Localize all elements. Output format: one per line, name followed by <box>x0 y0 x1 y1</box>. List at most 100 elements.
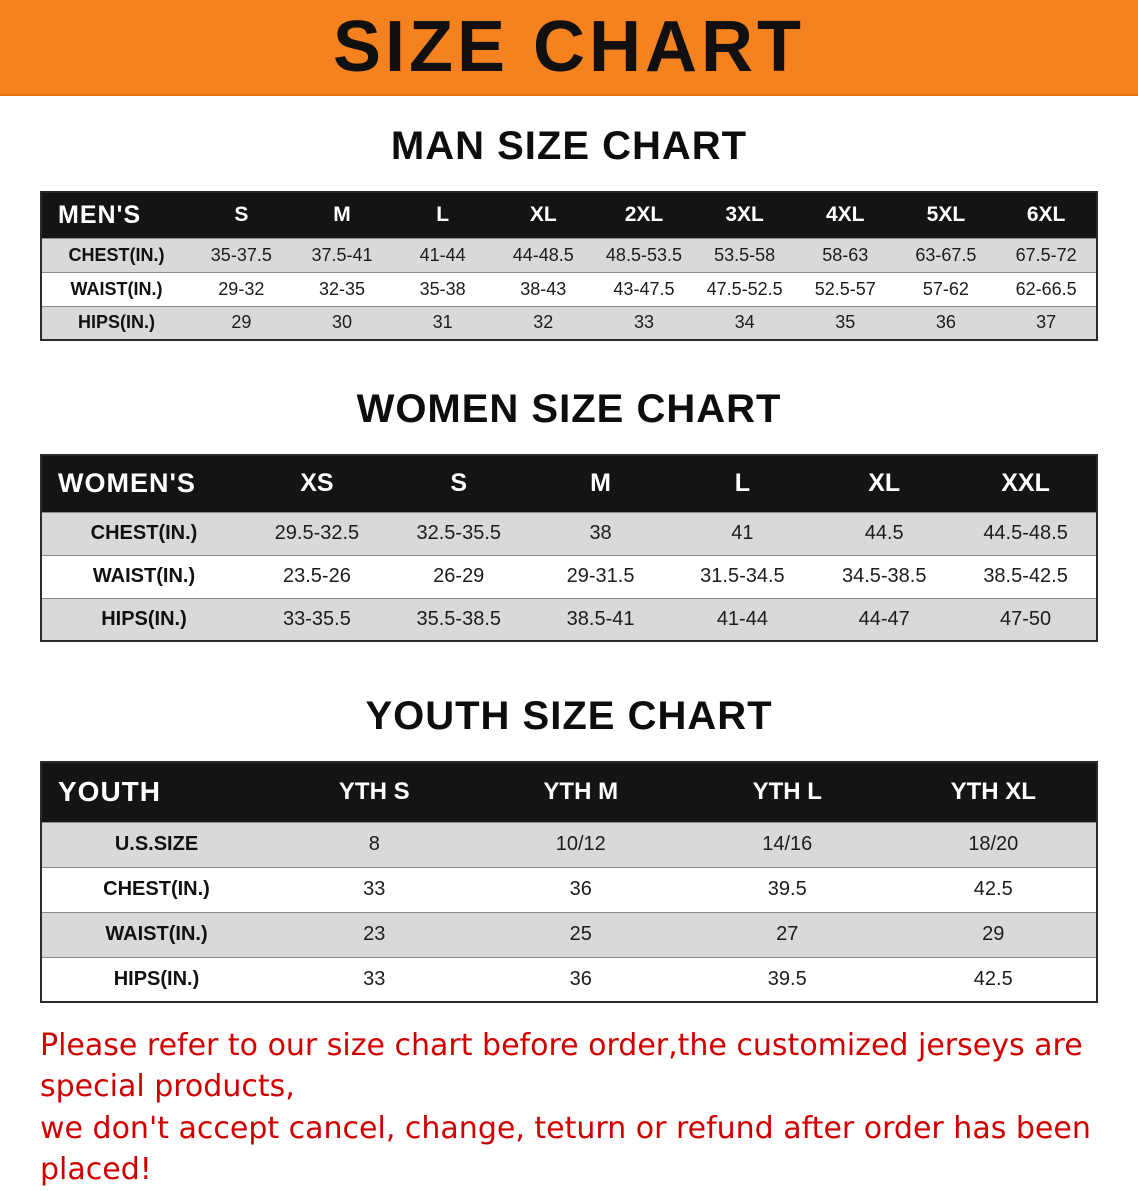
table-header-row: WOMEN'S XS S M L XL XXL <box>41 455 1097 512</box>
table-cell: 35-37.5 <box>210 244 272 265</box>
size-column-header: XL <box>813 455 956 512</box>
table-cell: 44-47 <box>858 607 910 630</box>
table-header-row: YOUTH YTH S YTH M YTH L YTH XL <box>41 762 1097 822</box>
table-row: CHEST(IN.) 29.5-32.5 32.5-35.5 38 41 44.5 44.5… <box>41 512 1097 555</box>
table-cell: 23.5-26 <box>282 565 351 587</box>
size-column-header: XL <box>492 192 594 238</box>
youth-size-chart-heading: YOUTH SIZE CHART <box>365 694 773 738</box>
table-cell: 8 <box>368 833 380 855</box>
size-column-header: 5XL <box>895 192 997 238</box>
row-label: HIPS(IN.) <box>101 607 187 630</box>
row-label: WAIST(IN.) <box>70 278 163 299</box>
table-cell: 47.5-52.5 <box>706 278 783 299</box>
table-cell: 44.5 <box>864 522 904 544</box>
man-size-chart-heading: MAN SIZE CHART <box>390 124 748 168</box>
size-column-header: S <box>191 192 292 238</box>
table-cell: 32 <box>533 312 554 333</box>
table-cell: 58-63 <box>822 244 869 265</box>
size-chart-banner: SIZE CHART <box>0 0 1138 96</box>
table-cell: 63-67.5 <box>915 244 977 265</box>
table-cell: 44-48.5 <box>512 244 574 265</box>
table-cell: 33 <box>633 312 654 333</box>
table-cell: 41 <box>731 522 754 544</box>
table-cell: 32-35 <box>318 278 365 299</box>
size-column-header: S <box>387 455 530 512</box>
table-corner-label: MEN'S <box>41 192 191 238</box>
table-cell: 37 <box>1036 312 1057 333</box>
size-column-header: YTH L <box>684 762 891 822</box>
size-column-header: XS <box>246 455 388 512</box>
table-cell: 33 <box>363 967 386 990</box>
size-column-header: L <box>392 192 493 238</box>
banner-title: SIZE CHART <box>333 7 805 87</box>
table-cell: 29-31.5 <box>566 565 635 587</box>
table-cell: 35.5-38.5 <box>416 607 501 630</box>
table-row: U.S.SIZE 8 10/12 14/16 18/20 <box>41 822 1097 867</box>
youth-size-table: YOUTH YTH S YTH M YTH L YTH XL U.S.SIZE 8 10/12… <box>40 761 1098 1003</box>
table-cell: 26-29 <box>433 565 485 587</box>
row-label: WAIST(IN.) <box>92 565 196 587</box>
table-row: WAIST(IN.) 29-32 32-35 35-38 38-43 43-47.5 47.… <box>41 272 1097 306</box>
row-label: CHEST(IN.) <box>90 522 198 544</box>
size-column-header: YTH S <box>271 762 478 822</box>
table-corner-label: WOMEN'S <box>41 455 246 512</box>
table-cell: 31.5-34.5 <box>700 565 785 587</box>
size-column-header: XXL <box>955 455 1097 512</box>
womens-size-table: WOMEN'S XS S M L XL XXL CHEST(IN.) 29.5-32.5 32.5… <box>40 454 1098 642</box>
table-cell: 41-44 <box>419 244 466 265</box>
row-label: CHEST(IN.) <box>68 244 165 265</box>
table-cell: 38-43 <box>520 278 567 299</box>
table-cell: 36 <box>569 967 592 990</box>
table-cell: 33 <box>363 878 386 900</box>
table-cell: 36 <box>569 878 592 900</box>
table-cell: 62-66.5 <box>1015 278 1077 299</box>
table-row: HIPS(IN.) 33-35.5 35.5-38.5 38.5-41 41-44 44-… <box>41 598 1097 641</box>
table-cell: 37.5-41 <box>311 244 373 265</box>
table-cell: 43-47.5 <box>613 278 675 299</box>
table-cell: 38.5-42.5 <box>983 565 1068 587</box>
size-column-header: L <box>671 455 814 512</box>
row-label: CHEST(IN.) <box>103 878 210 900</box>
table-header-row: MEN'S S M L XL 2XL 3XL 4XL 5XL 6XL <box>41 192 1097 238</box>
table-cell: 34 <box>734 312 755 333</box>
table-cell: 35 <box>835 312 856 333</box>
table-cell: 32.5-35.5 <box>416 522 501 544</box>
table-cell: 42.5 <box>973 967 1013 990</box>
size-column-header: M <box>291 192 393 238</box>
mens-size-table: MEN'S S M L XL 2XL 3XL 4XL 5XL 6XL CHEST(IN.) 35-37… <box>40 191 1098 341</box>
row-label: HIPS(IN.) <box>77 312 155 333</box>
table-cell: 27 <box>776 923 799 945</box>
size-column-header: 6XL <box>996 192 1097 238</box>
table-cell: 41-44 <box>716 607 768 630</box>
table-cell: 33-35.5 <box>282 607 351 630</box>
table-cell: 36 <box>935 312 956 333</box>
women-size-chart-heading: WOMEN SIZE CHART <box>356 387 782 431</box>
table-cell: 48.5-53.5 <box>605 244 682 265</box>
table-cell: 31 <box>432 312 453 333</box>
table-row: HIPS(IN.) 29 30 31 32 33 34 35 36 37 <box>41 306 1097 340</box>
table-cell: 38 <box>589 522 612 544</box>
table-cell: 29.5-32.5 <box>274 522 360 544</box>
table-cell: 53.5-58 <box>714 244 776 265</box>
table-row: CHEST(IN.) 35-37.5 37.5-41 41-44 44-48.5 48.5… <box>41 238 1097 272</box>
table-cell: 42.5 <box>973 878 1013 900</box>
table-cell: 25 <box>569 923 592 945</box>
table-cell: 35-38 <box>419 278 466 299</box>
table-corner-label: YOUTH <box>41 762 271 822</box>
table-cell: 23 <box>363 923 386 945</box>
disclaimer-text: Please refer to our size chart before or… <box>40 1025 1118 1191</box>
size-column-header: 4XL <box>794 192 896 238</box>
table-cell: 47-50 <box>999 607 1052 630</box>
table-row: WAIST(IN.) 23 25 27 29 <box>41 912 1097 957</box>
table-cell: 57-62 <box>922 278 969 299</box>
row-label: U.S.SIZE <box>114 833 199 855</box>
table-cell: 38.5-41 <box>566 607 635 630</box>
table-cell: 67.5-72 <box>1015 244 1077 265</box>
row-label: WAIST(IN.) <box>105 923 208 945</box>
size-column-header: M <box>529 455 672 512</box>
table-cell: 39.5 <box>767 967 807 990</box>
table-cell: 30 <box>331 312 352 333</box>
table-cell: 29 <box>231 312 252 333</box>
table-cell: 39.5 <box>767 878 807 900</box>
table-cell: 44.5-48.5 <box>983 522 1068 544</box>
